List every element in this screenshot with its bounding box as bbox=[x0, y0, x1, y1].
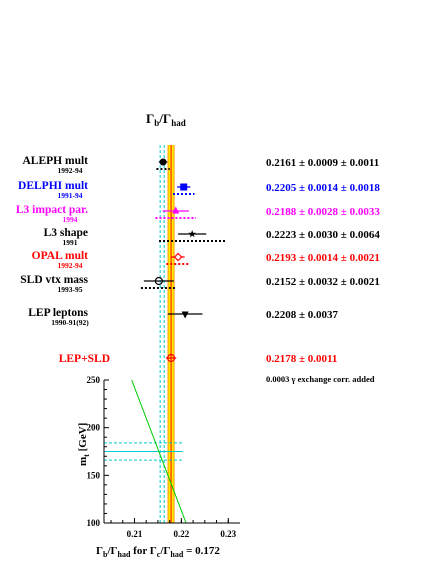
measurement-name: DELPHI mult bbox=[18, 180, 88, 192]
measurement-name: OPAL mult bbox=[32, 250, 89, 262]
marker-circle bbox=[159, 158, 167, 166]
y-axis-label: mt [GeV] bbox=[77, 423, 91, 466]
average-result: 0.2178 ± 0.0011 bbox=[266, 353, 337, 365]
measurement-result: 0.2161 ± 0.0009 ± 0.0011 bbox=[266, 157, 379, 169]
marker-diamond bbox=[173, 252, 183, 262]
x-tick-label-2: 0.23 bbox=[220, 529, 236, 539]
measurement-result: 0.2193 ± 0.0014 ± 0.0021 bbox=[266, 252, 380, 264]
average-row: LEP+SLD 0.2178 ± 0.0011 bbox=[59, 353, 338, 365]
top-mass-panel: 100 150 200 250 0.21 0.22 0.23 bbox=[87, 375, 240, 539]
measurement-result: 0.2205 ± 0.0014 ± 0.0018 bbox=[266, 182, 380, 194]
measurement-name: SLD vtx mass bbox=[20, 274, 88, 286]
x-tick-label-1: 0.22 bbox=[174, 529, 190, 539]
chart-title: Γb/Γhad bbox=[146, 111, 186, 128]
gamma-exchange-note: 0.0003 γ exchange corr. added bbox=[266, 374, 375, 384]
measurement-years: 1994 bbox=[63, 215, 78, 224]
marker-triangle bbox=[172, 206, 180, 214]
x-axis-label: Γb/Γhad for Γc/Γhad = 0.172 bbox=[96, 545, 220, 559]
measurement-years: 1991-94 bbox=[58, 191, 83, 200]
measurement-years: 1991 bbox=[63, 238, 78, 247]
measurement-name: LEP leptons bbox=[28, 307, 88, 319]
average-name: LEP+SLD bbox=[59, 353, 110, 365]
measurement-result: 0.2152 ± 0.0032 ± 0.0021 bbox=[266, 276, 380, 288]
marker-open-circle-cross bbox=[166, 353, 176, 363]
y-tick-label-200: 200 bbox=[87, 423, 101, 433]
measurement-result: 0.2223 ± 0.0030 ± 0.0064 bbox=[266, 229, 380, 241]
measurement-years: 1990-91(92) bbox=[51, 318, 89, 327]
measurement-name: L3 shape bbox=[44, 227, 88, 239]
y-tick-label-100: 100 bbox=[87, 518, 101, 528]
x-tick-label-0: 0.21 bbox=[127, 529, 143, 539]
marker-star bbox=[188, 230, 196, 238]
measurement-result: 0.2188 ± 0.0028 ± 0.0033 bbox=[266, 206, 380, 218]
marker-square bbox=[180, 183, 188, 191]
sm-prediction-line bbox=[131, 379, 187, 524]
measurement-result: 0.2208 ± 0.0037 bbox=[266, 309, 339, 321]
y-tick-label-150: 150 bbox=[87, 470, 101, 480]
y-tick-label-250: 250 bbox=[87, 375, 101, 385]
measurement-name: ALEPH mult bbox=[23, 155, 89, 167]
measurement-years: 1993-95 bbox=[58, 285, 83, 294]
marker-down-triangle bbox=[181, 311, 189, 319]
marker-open-circle bbox=[154, 276, 163, 286]
measurement-row: L3 impact par.1994 0.2188 ± 0.0028 ± 0.00… bbox=[16, 204, 380, 224]
measurement-name: L3 impact par. bbox=[16, 204, 88, 216]
measurement-years: 1992-94 bbox=[58, 261, 83, 270]
measurement-years: 1992-94 bbox=[58, 166, 83, 175]
sm-average-band bbox=[159, 145, 175, 523]
